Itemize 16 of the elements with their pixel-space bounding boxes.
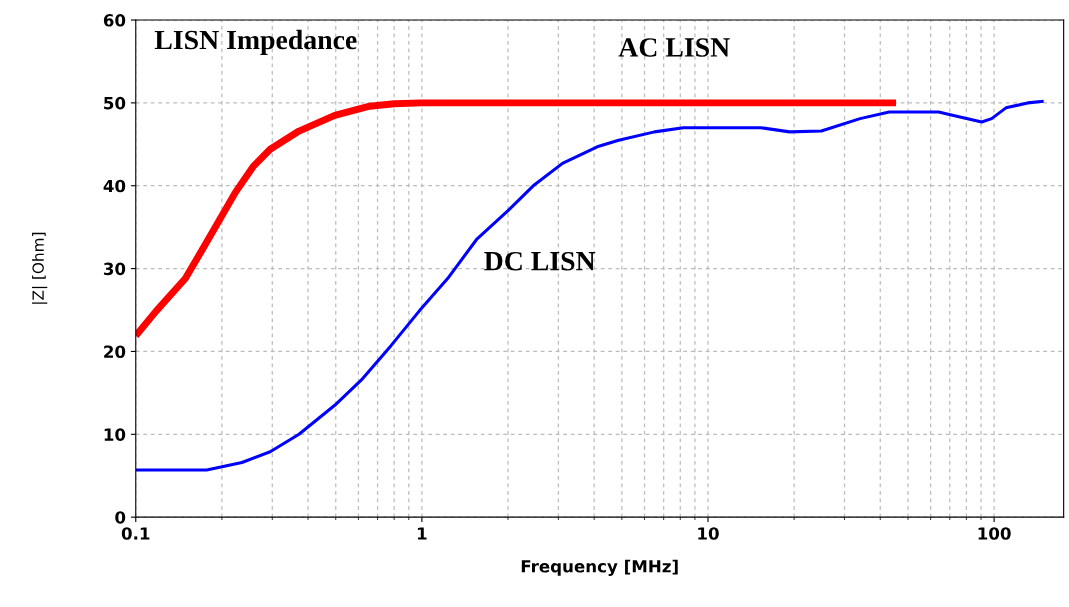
x-axis-title: Frequency [MHz] bbox=[521, 559, 678, 576]
y-tick-label: 10 bbox=[104, 428, 126, 441]
x-tick-label: 100 bbox=[978, 527, 1011, 540]
x-tick-label: 0.1 bbox=[121, 527, 150, 540]
y-tick-label: 20 bbox=[104, 345, 126, 359]
x-tick-label: 10 bbox=[698, 527, 719, 540]
y-tick-label: 50 bbox=[104, 96, 126, 110]
y-tick-label: 60 bbox=[103, 13, 126, 27]
y-tick-label: 40 bbox=[103, 179, 126, 193]
series-label: AC LISN bbox=[618, 38, 730, 57]
chart-title: LISN Impedance bbox=[154, 29, 357, 55]
y-tick-label: 30 bbox=[103, 262, 126, 276]
y-tick-label: 0 bbox=[115, 511, 126, 524]
y-axis-title: |Z| [Ohm] bbox=[32, 232, 48, 304]
series-label: DC LISN bbox=[484, 251, 596, 271]
x-tick-label: 1 bbox=[417, 527, 427, 540]
